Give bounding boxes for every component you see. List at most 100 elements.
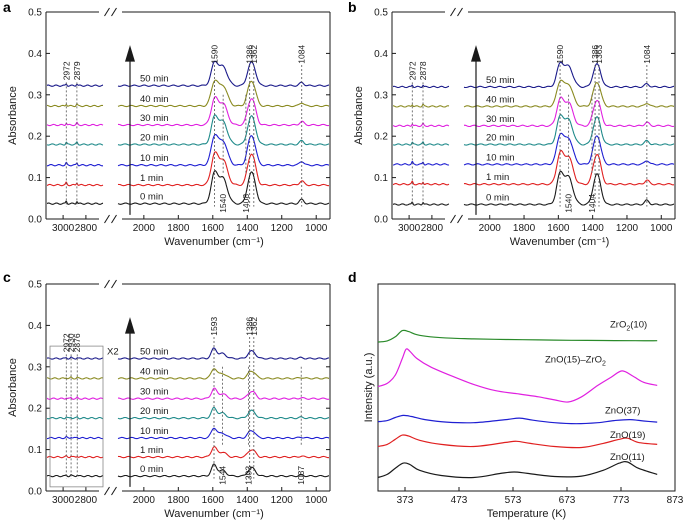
- series-label: 50 min: [486, 75, 515, 86]
- peak-label: 1590: [210, 45, 220, 64]
- tpd-series-label: ZnO(11): [610, 452, 645, 463]
- series-label-sub: 2: [602, 361, 606, 368]
- y-tick-label: 0.4: [28, 321, 42, 332]
- axis-break-mark: [104, 486, 110, 496]
- tpd-series-line: [377, 414, 658, 425]
- peak-label: 1393: [243, 466, 253, 485]
- series-line-left: [47, 83, 104, 87]
- spectrum-2: [47, 134, 329, 167]
- series-label: 10 min: [140, 153, 169, 164]
- tpd-series-label: ZnO(19): [610, 430, 645, 441]
- series-line-left: [393, 140, 450, 146]
- x-tick-label: 1800: [167, 223, 190, 234]
- spectrum-2: [393, 132, 674, 166]
- series-line-left: [393, 122, 450, 128]
- series-line-right: [463, 79, 674, 108]
- spectrum-5: [47, 79, 329, 108]
- spectrum-0: [393, 170, 674, 206]
- tpd-panel-d: 373 473 573 673 773 873 Temperature (K) Intensi…: [363, 283, 684, 520]
- y-tick-label: 0.4: [374, 49, 388, 60]
- time-arrow-head: [125, 317, 135, 334]
- x-axis-label: Wavenumber (cm⁻¹): [164, 508, 264, 520]
- series-label: 10 min: [140, 426, 169, 437]
- ch-peak-label: 2879: [72, 61, 82, 80]
- series-line-left: [47, 376, 104, 380]
- spectrum-3: [393, 113, 674, 146]
- tpd-series-line: [377, 461, 658, 479]
- series-line-right: [117, 446, 329, 459]
- series-label: 50 min: [140, 347, 169, 358]
- peak-label: 1540: [564, 194, 574, 213]
- ch-peak-label: 2878: [418, 61, 428, 80]
- x-tick-label: 3000: [52, 223, 75, 234]
- spectrum-6: [393, 61, 674, 89]
- spectrum-0: [47, 463, 329, 478]
- y-tick-label: 0.0: [374, 215, 388, 226]
- peak-label: 1363: [594, 45, 604, 64]
- series-label-main: ZrO: [610, 319, 626, 330]
- ftir-panel-b: 0.0 0.1 0.2 0.3 0.4 0.5 Absorbance 3000 2800 2000…: [353, 8, 676, 248]
- x-tick-label: 1400: [582, 223, 605, 234]
- series-label: 50 min: [140, 74, 169, 85]
- spectrum-1: [47, 151, 329, 187]
- series-line-right: [117, 79, 329, 108]
- series-label: 0 min: [140, 192, 163, 203]
- series-line-left: [47, 474, 104, 478]
- y-tick-label: 0.4: [28, 49, 42, 60]
- axis-break-mark: [111, 214, 117, 224]
- series-label: 30 min: [140, 113, 169, 124]
- series-label: 1 min: [140, 445, 163, 456]
- series-line-right: [117, 114, 329, 146]
- series-line-right: [463, 132, 674, 166]
- series-label: 1 min: [486, 172, 509, 183]
- spectrum-6: [47, 60, 329, 87]
- series-line-left: [47, 200, 104, 205]
- series-line-left: [47, 121, 104, 127]
- peak-label: 1084: [642, 45, 652, 64]
- x-tick-label: 373: [397, 495, 414, 506]
- plot-frame: [377, 283, 676, 492]
- series-label: 20 min: [140, 132, 169, 143]
- x-axis-label: Wavenumber (cm⁻¹): [164, 236, 264, 248]
- x-axis-label: Wavenumber (cm⁻¹): [510, 236, 610, 248]
- series-label: 20 min: [486, 132, 515, 143]
- ftir-panel-a: 0.0 0.1 0.2 0.3 0.4 0.5 Absorbance 3000 2800 2000…: [7, 7, 331, 248]
- x-tick-label: 1200: [271, 495, 294, 506]
- series-line-right: [463, 149, 674, 186]
- y-tick-label: 0.0: [28, 215, 42, 226]
- spectrum-6: [47, 347, 329, 360]
- x-tick-label: 673: [559, 495, 576, 506]
- spectrum-0: [47, 170, 329, 205]
- y-tick-label: 0.1: [374, 173, 388, 184]
- inset-label: X2: [107, 346, 119, 357]
- axis-break-mark: [111, 7, 117, 17]
- ch-peak-label: 2972: [61, 333, 71, 352]
- series-line-right: [463, 61, 674, 89]
- panel-label-a: a: [3, 0, 11, 15]
- x-tick-label: 1000: [650, 223, 673, 234]
- x-tick-label: 1600: [547, 223, 570, 234]
- axis-break-mark: [111, 486, 117, 496]
- series-line-left: [393, 103, 450, 108]
- y-tick-label: 0.5: [28, 8, 42, 19]
- tpd-series-label: ZnO(37): [605, 405, 640, 416]
- series-label: 40 min: [140, 366, 169, 377]
- series-line-left: [47, 396, 104, 400]
- x-tick-label: 773: [613, 495, 630, 506]
- tpd-series-line: [377, 329, 658, 343]
- y-tick-label: 0.3: [374, 90, 388, 101]
- series-label: 30 min: [486, 114, 515, 125]
- series-line-right: [117, 134, 329, 167]
- series-line-left: [47, 181, 104, 187]
- series-line-right: [117, 463, 329, 478]
- x-tick-label: 2000: [133, 495, 156, 506]
- axis-break-mark: [104, 214, 110, 224]
- peak-label: 1544: [217, 466, 227, 485]
- series-line-right: [118, 96, 329, 127]
- series-line-left: [393, 84, 450, 89]
- series-line-left: [47, 141, 104, 146]
- x-tick-label: 1600: [202, 495, 225, 506]
- x-tick-label: 1200: [616, 223, 639, 234]
- axis-break-mark: [450, 214, 456, 224]
- spectrum-5: [47, 368, 329, 380]
